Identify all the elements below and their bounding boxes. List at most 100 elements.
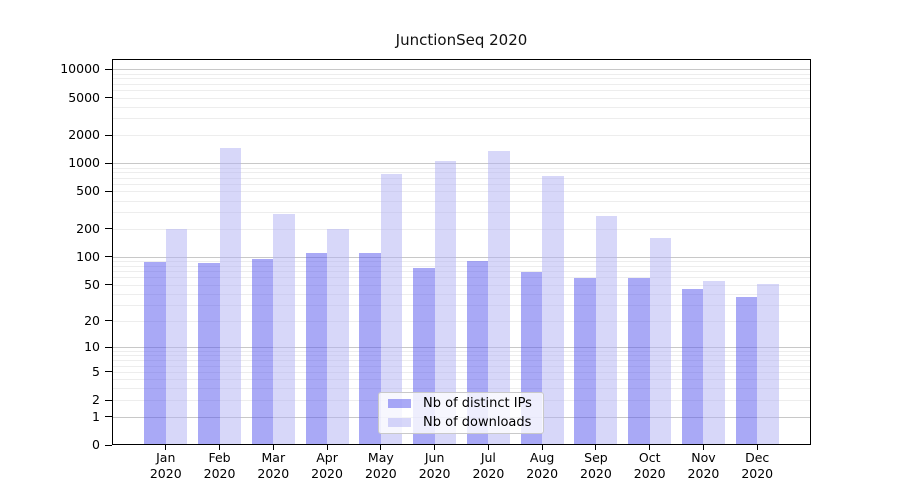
bar-distinct-ips-sep (574, 277, 596, 444)
x-tick (756, 445, 758, 450)
x-tick-year: 2020 (580, 465, 612, 481)
legend-label-distinct-ips: Nb of distinct IPs (423, 396, 532, 411)
bar-downloads-jun (434, 161, 457, 444)
bar-downloads-nov (703, 280, 725, 444)
y-tick (105, 416, 112, 418)
y-tick (105, 284, 112, 286)
gridline-minor (113, 200, 810, 202)
x-tick-year: 2020 (257, 465, 290, 481)
gridline-minor (113, 172, 810, 174)
gridline-minor (113, 304, 810, 306)
bar-distinct-ips-may (359, 252, 381, 444)
y-tick-label: 10 (84, 339, 100, 355)
gridline-minor (113, 293, 810, 295)
x-tick-month: Jul (480, 450, 496, 465)
bar-distinct-ips-nov (681, 288, 704, 444)
gridline-minor (113, 355, 810, 357)
x-tick (649, 445, 651, 450)
y-tick-label: 5 (92, 363, 100, 379)
gridline-minor (113, 78, 810, 80)
bar-downloads-jul (488, 151, 510, 444)
y-tick (105, 444, 112, 446)
x-tick-year: 2020 (364, 465, 397, 481)
x-tick (165, 445, 167, 450)
x-tick-month: Feb (208, 450, 231, 465)
x-tick-month: May (367, 450, 394, 465)
bar-downloads-feb (219, 147, 242, 444)
x-tick-label: May 2020 (353, 450, 409, 481)
y-tick (105, 346, 112, 348)
gridline-minor (113, 135, 810, 136)
x-tick (541, 445, 543, 450)
x-tick-month: Sep (584, 450, 608, 465)
bar-distinct-ips-dec (735, 296, 758, 444)
gridline-minor (113, 184, 810, 186)
y-tick (105, 320, 112, 322)
x-tick (380, 445, 382, 450)
bar-distinct-ips-mar (251, 258, 274, 444)
y-tick-label: 2 (92, 392, 100, 408)
gridline-minor (113, 271, 810, 273)
bar-downloads-dec (757, 283, 779, 444)
gridline-minor (113, 83, 810, 85)
gridline-minor (113, 177, 810, 179)
x-tick (219, 445, 221, 450)
y-tick-label: 0 (92, 437, 100, 452)
y-tick-label: 2000 (68, 127, 100, 142)
gridline-minor (113, 365, 810, 367)
y-tick-label: 200 (76, 220, 100, 236)
bar-downloads-jan (165, 228, 188, 444)
x-tick-year: 2020 (472, 465, 505, 481)
x-tick-label: Feb 2020 (192, 450, 248, 481)
y-tick-label: 50 (84, 276, 100, 292)
gridline-minor (113, 284, 810, 286)
gridline-minor (113, 371, 810, 373)
y-tick-label: 10000 (60, 61, 100, 77)
bar-downloads-mar (273, 213, 295, 444)
bar-distinct-ips-jan (144, 262, 166, 444)
x-tick-month: Jan (156, 450, 176, 465)
x-tick-label: Apr 2020 (299, 450, 355, 481)
y-tick (105, 190, 112, 192)
gridline-minor (113, 277, 810, 279)
legend-item-distinct-ips: Nb of distinct IPs (388, 396, 543, 411)
x-tick-year: 2020 (633, 465, 666, 481)
gridline-major (113, 69, 810, 71)
legend-item-downloads: Nb of downloads (388, 415, 543, 430)
y-tick (105, 399, 112, 401)
gridline-minor (113, 106, 810, 108)
x-tick-label: Oct 2020 (622, 450, 678, 481)
x-tick (434, 445, 436, 450)
x-tick-label: Jun 2020 (407, 450, 463, 481)
gridline-minor (113, 97, 810, 99)
x-tick-month: Mar (261, 450, 286, 465)
gridline-minor (113, 320, 810, 322)
x-tick-month: Nov (691, 450, 716, 465)
x-tick-label: Jan 2020 (138, 450, 194, 481)
bar-distinct-ips-feb (198, 263, 220, 444)
x-tick (272, 445, 274, 450)
x-tick-month: Aug (529, 450, 555, 465)
x-tick (326, 445, 328, 450)
x-tick-month: Apr (316, 450, 338, 465)
y-tick (105, 68, 112, 70)
y-tick-label: 5000 (68, 89, 100, 105)
x-tick-month: Dec (745, 450, 770, 465)
y-tick (105, 134, 112, 136)
bar-downloads-sep (595, 216, 618, 444)
legend-label-downloads: Nb of downloads (423, 415, 532, 430)
y-tick-label: 500 (76, 183, 100, 199)
gridline-minor (113, 261, 810, 263)
bar-downloads-aug (542, 176, 564, 444)
x-tick-label: Jul 2020 (460, 450, 516, 481)
y-tick (105, 162, 112, 164)
chart-title: JunctionSeq 2020 (395, 31, 528, 49)
gridline-minor (113, 388, 810, 390)
gridline-minor (113, 351, 810, 353)
gridline-minor (113, 228, 810, 230)
bar-distinct-ips-oct (628, 277, 650, 444)
y-tick-label: 20 (84, 312, 100, 328)
x-tick (487, 445, 489, 450)
bar-downloads-may (380, 174, 403, 444)
legend: Nb of distinct IPs Nb of downloads (378, 392, 544, 434)
